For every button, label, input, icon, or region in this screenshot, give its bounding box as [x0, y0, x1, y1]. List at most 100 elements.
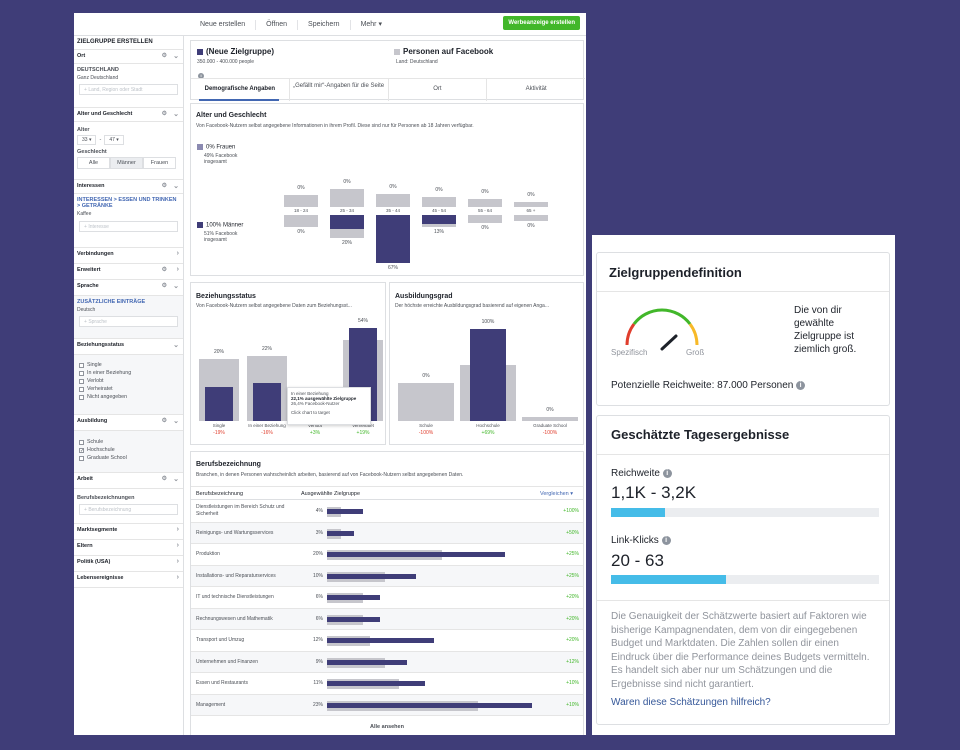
- gear-icon[interactable]: ⚙: [161, 53, 167, 59]
- table-row[interactable]: Rechnungswesen und Mathematik 6% +20%: [191, 608, 583, 630]
- table-row[interactable]: Unternehmen und Finanzen 9% +12%: [191, 651, 583, 673]
- table-row[interactable]: Management 23% +10%: [191, 694, 583, 716]
- age-gender-chart[interactable]: 18 - 24 0% 0% 25 - 34 0% 20% 35 - 44 0% 67% 45 - …: [276, 138, 581, 273]
- checkbox[interactable]: [79, 455, 84, 461]
- gear-icon[interactable]: ⚙: [161, 183, 167, 189]
- location-input[interactable]: + Land, Region oder Stadt: [79, 84, 178, 95]
- men-pct-label: 67%: [387, 265, 398, 272]
- country-label: DEUTSCHLAND: [77, 67, 119, 73]
- gear-icon[interactable]: ⚙: [161, 267, 167, 273]
- tooltip-link[interactable]: Click chart to target: [291, 410, 330, 415]
- gender-men-button[interactable]: Männer: [110, 157, 143, 169]
- chevron-right-icon[interactable]: ›: [176, 526, 179, 533]
- checkbox[interactable]: [79, 362, 84, 368]
- table-row[interactable]: Transport und Umzug 12% +20%: [191, 630, 583, 652]
- education-option[interactable]: Graduate School: [79, 455, 180, 461]
- table-row[interactable]: Installations- und Reparaturservices 10% +…: [191, 565, 583, 587]
- table-row[interactable]: Produktion 20% +25%: [191, 544, 583, 566]
- job-pct: 12%: [312, 637, 323, 643]
- info-icon[interactable]: i: [662, 468, 672, 478]
- tab-location[interactable]: Ort: [389, 79, 488, 101]
- jobs-input[interactable]: + Berufsbezeichnung: [79, 504, 178, 515]
- table-row[interactable]: IT und technische Dienstleistungen 6% +20%: [191, 587, 583, 609]
- chevron-right-icon[interactable]: ›: [176, 574, 179, 581]
- sidebar-item-connections[interactable]: Verbindungen ›: [74, 248, 183, 264]
- interest-placeholder: Interesse: [88, 224, 109, 230]
- new-button[interactable]: Neue erstellen: [190, 19, 257, 30]
- relationship-option[interactable]: In einer Beziehung: [79, 370, 180, 376]
- chevron-right-icon[interactable]: ›: [176, 250, 179, 257]
- card-subtitle: Von Facebook-Nutzern selbst angegebene D…: [196, 303, 352, 309]
- sidebar-item-politics[interactable]: Politik (USA) ›: [74, 556, 183, 572]
- relationship-option[interactable]: Verheiratet: [79, 386, 180, 392]
- sidebar-item-relationship[interactable]: Beziehungsstatus ⌄: [74, 339, 183, 355]
- tab-demographics[interactable]: Demografische Angaben: [191, 79, 290, 101]
- chevron-right-icon[interactable]: ›: [176, 558, 179, 565]
- sidebar-item-market-segments[interactable]: Marktsegmente ›: [74, 524, 183, 540]
- checkbox[interactable]: [79, 439, 84, 445]
- tab-activity[interactable]: Aktivität: [525, 86, 547, 92]
- sidebar-item-location[interactable]: Ort ⚙ ⌄: [74, 50, 183, 64]
- info-icon[interactable]: i: [198, 67, 204, 85]
- relationship-option[interactable]: Verlobt: [79, 378, 180, 384]
- women-pct-label: 0%: [343, 178, 351, 185]
- job-name: Essen und Restaurants: [196, 680, 248, 686]
- open-button[interactable]: Öffnen: [256, 19, 299, 30]
- compare-dropdown[interactable]: Vergleichen ▾: [540, 491, 574, 497]
- sidebar-item-education[interactable]: Ausbildung ⚙ ⌄: [74, 415, 183, 431]
- checkbox[interactable]: [79, 394, 84, 400]
- checkbox[interactable]: [79, 378, 84, 384]
- chevron-down-icon[interactable]: ⌄: [173, 283, 179, 290]
- gender-all-button[interactable]: Alle: [77, 157, 110, 169]
- sidebar-item-parents[interactable]: Eltern ›: [74, 540, 183, 556]
- gender-women-button[interactable]: Frauen: [143, 157, 176, 169]
- info-icon[interactable]: i: [796, 380, 806, 390]
- job-name: Reinigungs- und Wartungsservices: [196, 529, 274, 536]
- chevron-down-icon[interactable]: ⌄: [173, 476, 179, 483]
- chevron-right-icon[interactable]: ›: [176, 542, 179, 549]
- section-label: Beziehungsstatus: [77, 342, 125, 348]
- table-row[interactable]: Reinigungs- und Wartungsservices 3% +50%: [191, 522, 583, 544]
- chevron-right-icon[interactable]: ›: [176, 266, 179, 273]
- relationship-chart[interactable]: 20%Single-19%22%In einer Beziehung-16%0%…: [195, 318, 383, 444]
- checkbox[interactable]: [79, 386, 84, 392]
- checkbox[interactable]: [79, 370, 84, 376]
- save-button[interactable]: Speichern: [298, 19, 351, 30]
- see-all-link[interactable]: Alle ansehen: [370, 724, 404, 730]
- language-input[interactable]: + Sprache: [79, 316, 178, 327]
- age-from-select[interactable]: 33 ▾: [77, 135, 97, 145]
- chevron-down-icon[interactable]: ⌄: [173, 342, 179, 349]
- chevron-down-icon[interactable]: ⌄: [173, 183, 179, 190]
- create-ad-button[interactable]: Werbeanzeige erstellen: [503, 16, 580, 30]
- table-row[interactable]: Essen und Restaurants 11% +10%: [191, 673, 583, 695]
- sidebar-item-interests[interactable]: Interessen ⚙ ⌄: [74, 180, 183, 194]
- gear-icon[interactable]: ⚙: [161, 476, 167, 482]
- men-pct-label: 20%: [341, 240, 352, 247]
- more-menu[interactable]: Mehr ▾: [360, 20, 382, 28]
- gear-icon[interactable]: ⚙: [161, 283, 167, 289]
- age-tick-label: 18 - 24: [293, 208, 308, 213]
- table-row[interactable]: Dienstleistungen im Bereich Schutz und S…: [191, 501, 583, 523]
- age-to-select[interactable]: 47 ▾: [104, 135, 124, 145]
- sidebar-item-life-events[interactable]: Lebensereignisse ›: [74, 572, 183, 588]
- gear-icon[interactable]: ⚙: [161, 418, 167, 424]
- change-label: +69%: [481, 430, 495, 436]
- education-chart[interactable]: 0% Schule -100% 100% Hochschule +69% 0% Graduat…: [394, 319, 581, 444]
- sidebar-item-work[interactable]: Arbeit ⚙ ⌄: [74, 473, 183, 489]
- chevron-down-icon[interactable]: ⌄: [173, 418, 179, 425]
- relationship-option[interactable]: Nicht angegeben: [79, 394, 180, 400]
- sidebar-item-language[interactable]: Sprache ⚙ ⌄: [74, 280, 183, 296]
- tab-page-likes[interactable]: „Gefällt mir“-Angaben für die Seite: [290, 79, 389, 101]
- checkbox-checked[interactable]: ✓: [79, 447, 85, 454]
- chevron-down-icon[interactable]: ⌄: [173, 111, 179, 118]
- relationship-option[interactable]: Single: [79, 362, 180, 368]
- education-option[interactable]: Schule: [79, 439, 180, 445]
- info-icon[interactable]: i: [661, 535, 671, 545]
- sidebar-item-advanced[interactable]: Erweitert ⚙ ›: [74, 264, 183, 280]
- interest-input[interactable]: + Interesse: [79, 221, 178, 232]
- chevron-down-icon[interactable]: ⌄: [173, 53, 179, 60]
- gear-icon[interactable]: ⚙: [161, 111, 167, 117]
- education-option[interactable]: ✓ Hochschule: [79, 447, 180, 453]
- feedback-link[interactable]: Waren diese Schätzungen hilfreich?: [611, 697, 771, 708]
- sidebar-item-age-gender[interactable]: Alter und Geschlecht ⚙ ⌄: [74, 108, 183, 122]
